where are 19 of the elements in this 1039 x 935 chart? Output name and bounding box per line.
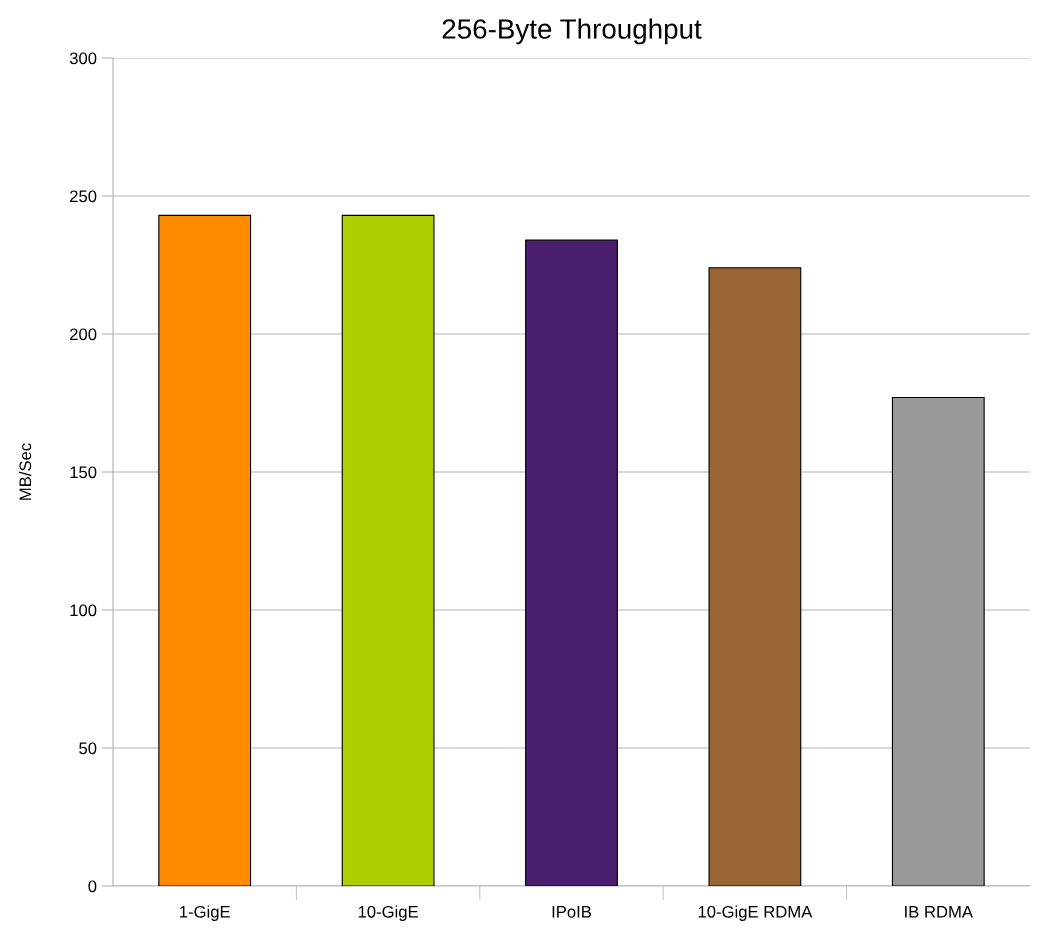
bar xyxy=(708,267,802,886)
y-axis-title: MB/Sec xyxy=(18,443,32,500)
x-tick-label: IPoIB xyxy=(552,906,591,918)
y-tick-label: 200 xyxy=(70,328,97,341)
y-tick-label: 100 xyxy=(70,604,97,617)
bar xyxy=(891,396,985,886)
bar xyxy=(341,214,435,886)
x-tick-label: 10-GigE xyxy=(358,905,418,921)
y-tick-label: 50 xyxy=(79,742,97,755)
y-tick-label: 0 xyxy=(88,880,97,893)
chart-title: 256-Byte Throughput xyxy=(442,18,702,45)
x-tick-label: 1-GigE xyxy=(180,905,230,921)
x-tick-label: 10-GigE RDMA xyxy=(698,905,813,921)
y-tick-label: 150 xyxy=(70,466,97,479)
y-tick-label: 300 xyxy=(69,52,97,65)
bar xyxy=(525,239,618,886)
x-tick-label: IB RDMA xyxy=(905,906,973,918)
bar xyxy=(158,214,252,886)
y-tick-label: 250 xyxy=(70,190,97,203)
